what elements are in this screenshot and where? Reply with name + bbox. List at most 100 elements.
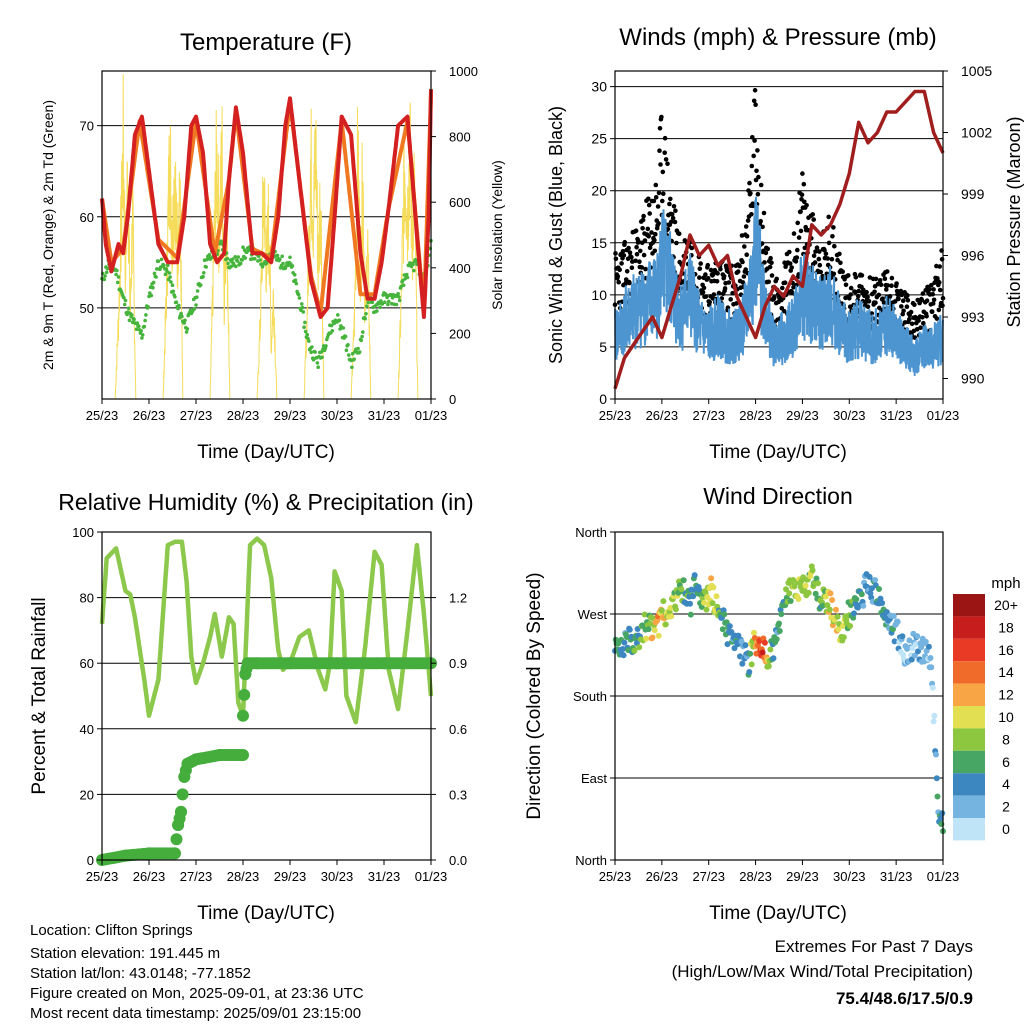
dewpoint-point [330,329,335,333]
dewpoint-point [229,264,234,269]
gust-point [929,282,934,288]
gust-point [629,254,634,260]
y-tick-label: 80 [80,591,94,606]
gust-point [640,217,646,223]
direction-point [891,638,898,645]
gust-point [848,285,854,291]
gust-point [904,304,910,310]
gust-point [638,248,643,254]
direction-point [660,598,667,605]
dewpoint-point [337,318,342,323]
gust-point [673,208,678,213]
gust-point [752,88,758,93]
p1-frame [101,70,432,400]
dewpoint-point [139,329,143,333]
direction-point [786,590,793,597]
dewpoint-point [386,299,391,304]
gust-point [726,280,732,285]
direction-point [890,613,897,619]
dewpoint-point [234,264,238,269]
p3-frame [101,531,432,861]
direction-point [866,573,873,580]
direction-point [668,613,675,620]
dewpoint-point [243,256,248,260]
direction-point [710,584,717,591]
gust-point [756,174,761,180]
dewpoint-point [137,324,141,329]
gust-point [622,239,628,245]
gust-point [765,246,771,252]
dewpoint-point [305,332,310,337]
gust-point [613,256,619,262]
direction-ylabel: Direction (Colored By Speed) [524,572,545,819]
dewpoint-point [310,345,314,349]
dewpoint-point [204,265,208,269]
gust-point [838,260,843,266]
x-tick-label: 01/23 [415,869,448,884]
direction-point [678,586,685,593]
direction-point [619,646,626,652]
gust-point [901,308,906,314]
gust-point [668,219,674,225]
dewpoint-point [303,329,308,334]
direction-point [819,602,826,609]
gust-point [780,285,785,291]
gust-point [798,209,803,214]
direction-point [858,591,865,598]
dewpoint-point [365,304,369,309]
direction-point [753,650,760,657]
gust-point [749,163,755,169]
y2-tick-label: 0.9 [449,656,467,671]
dewpoint-point [207,253,212,257]
gust-point [769,260,774,266]
dewpoint-point [240,258,244,262]
gust-point [843,282,849,288]
gust-point [794,255,800,260]
legend-label: 16 [998,642,1014,658]
gust-point [714,279,720,284]
legend-swatch [953,616,985,639]
direction-point [912,641,919,648]
gust-point [655,204,661,209]
dewpoint-point [235,259,240,263]
gust-point [873,276,879,282]
direction-point [894,618,901,625]
gust-point [822,248,827,253]
dewpoint-point [313,350,317,354]
gust-point [811,217,816,222]
dewpoint-point [167,271,172,275]
info-recent: Most recent data timestamp: 2025/09/01 2… [30,1005,361,1022]
dewpoint-point [319,350,324,354]
dewpoint-point [146,305,150,309]
direction-point [643,635,650,642]
gust-point [934,316,940,321]
direction-point [742,642,749,649]
x-tick-label: 31/23 [368,408,401,423]
dewpoint-point [183,318,187,323]
legend-label: 10 [998,709,1014,725]
dewpoint-point [123,298,128,303]
direction-xlabel: Time (Day/UTC) [709,903,847,924]
gust-point [697,275,702,280]
gust-point [705,276,711,281]
direction-point [649,634,656,641]
gust-point [674,240,679,246]
y2-tick-label: 999 [961,186,985,202]
dewpoint-point [195,289,200,293]
dewpoint-point [316,365,321,370]
gust-point [896,296,901,302]
dewpoint-point [357,350,362,354]
gust-point [665,226,671,232]
direction-point [746,669,753,675]
gust-point [703,272,708,277]
legend-label: 12 [998,687,1014,703]
dewpoint-point [202,271,206,275]
dewpoint-point [364,312,368,316]
dewpoint-point [168,275,172,279]
y2-tick-label: 0.6 [449,722,467,737]
legend-label: 6 [1002,754,1010,770]
humidity-panel: Relative Humidity (%) & Precipitation (i… [29,489,474,924]
gust-point [751,153,756,159]
gust-point [937,264,942,269]
x-tick-label: 27/23 [692,869,725,884]
